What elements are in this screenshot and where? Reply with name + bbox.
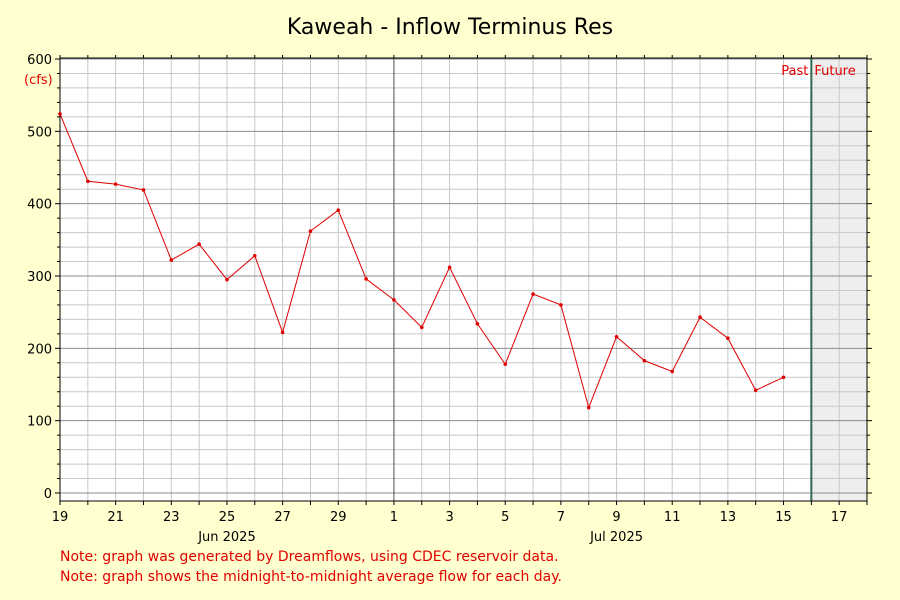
flow-point (58, 112, 62, 116)
y-axis-labels: 0 100 200 300 400 500 600 (27, 53, 52, 502)
axis-ticks (55, 55, 872, 505)
flow-point (280, 330, 285, 335)
y-tick-label: 500 (27, 125, 52, 140)
flow-point (169, 258, 174, 262)
x-axis-labels: 19 21 23 25 27 29 1 3 5 7 9 11 13 15 17 (52, 510, 848, 525)
x-tick-label: 19 (52, 510, 69, 525)
note-source: Note: graph was generated by Dreamflows,… (60, 549, 559, 565)
flow-point (781, 375, 786, 380)
y-tick-label: 400 (27, 198, 52, 213)
y-tick-label: 600 (27, 53, 52, 68)
month-label: Jul 2025 (589, 530, 643, 545)
flow-point (670, 369, 675, 374)
plot-border (59, 57, 868, 502)
x-tick-label: 23 (163, 510, 180, 525)
future-label: Future (814, 64, 855, 79)
plot-area (60, 58, 867, 501)
x-tick-label: 27 (274, 510, 291, 525)
month-label: Jun 2025 (197, 530, 256, 545)
note-average: Note: graph shows the midnight-to-midnig… (60, 569, 562, 585)
past-label: Past (781, 64, 808, 79)
flow-points (58, 112, 786, 410)
flow-point (252, 253, 257, 258)
month-labels: Jun 2025 Jul 2025 (197, 530, 643, 545)
flow-point (642, 358, 647, 363)
flow-point (308, 229, 313, 233)
flow-point (225, 277, 229, 282)
flow-point (726, 336, 730, 341)
flow-point (419, 325, 424, 330)
y-tick-label: 200 (27, 342, 52, 357)
y-tick-label: 100 (27, 415, 52, 430)
flow-point (141, 188, 146, 192)
flow-point (336, 208, 341, 212)
x-tick-label: 17 (831, 510, 848, 525)
flow-point (392, 298, 396, 302)
x-tick-label: 29 (330, 510, 347, 525)
flow-point (475, 321, 480, 326)
x-tick-label: 1 (390, 510, 398, 525)
x-tick-label: 21 (107, 510, 124, 525)
y-tick-label: 0 (44, 487, 52, 502)
x-tick-label: 5 (501, 510, 509, 525)
chart-title: Kaweah - Inflow Terminus Res (287, 15, 613, 40)
x-tick-label: 25 (219, 510, 236, 525)
flow-point (559, 303, 563, 307)
flow-point (86, 179, 90, 184)
flow-point (113, 182, 118, 186)
x-tick-label: 3 (445, 510, 453, 525)
y-axis-unit: (cfs) (24, 73, 53, 88)
flow-point (503, 362, 508, 367)
x-tick-label: 9 (612, 510, 620, 525)
flow-point (364, 277, 368, 281)
x-tick-label: 15 (775, 510, 792, 525)
flow-point (698, 315, 702, 320)
y-tick-label: 300 (27, 270, 52, 285)
flow-point (586, 405, 591, 410)
major-gridlines (60, 58, 867, 494)
x-tick-label: 13 (720, 510, 737, 525)
x-tick-label: 11 (664, 510, 681, 525)
flow-point (531, 292, 535, 296)
x-tick-label: 7 (557, 510, 565, 525)
flow-point (197, 242, 201, 246)
flow-point (753, 388, 758, 393)
flow-point (614, 334, 619, 339)
flow-point (447, 265, 452, 270)
